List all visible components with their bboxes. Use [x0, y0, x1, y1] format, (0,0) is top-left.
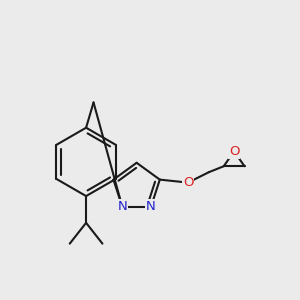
Text: O: O: [229, 145, 239, 158]
Text: N: N: [117, 200, 127, 213]
Text: N: N: [146, 200, 156, 213]
Text: O: O: [183, 176, 193, 189]
